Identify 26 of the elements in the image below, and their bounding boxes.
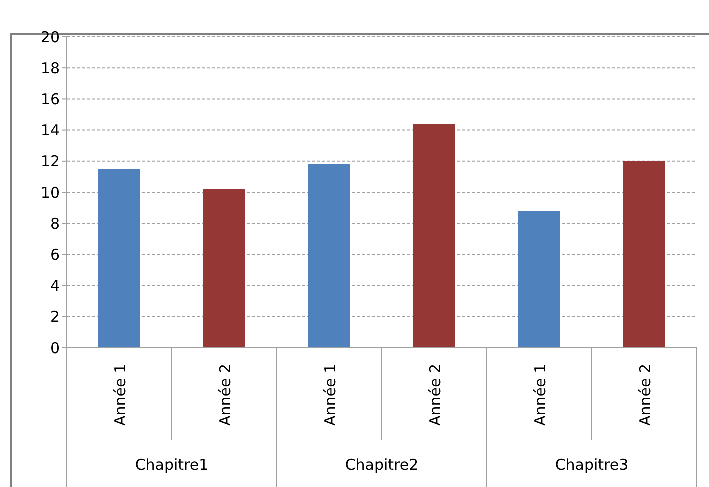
y-tick-label: 0 bbox=[50, 339, 60, 358]
x-tick-label: Année 2 bbox=[636, 364, 654, 426]
bar bbox=[624, 161, 666, 348]
y-tick-label: 2 bbox=[50, 308, 60, 326]
x-tick-label: Année 2 bbox=[426, 364, 444, 426]
y-tick-label: 10 bbox=[40, 184, 60, 202]
x-tick-label: Année 1 bbox=[112, 364, 130, 426]
y-tick-label: 4 bbox=[50, 277, 60, 296]
bar bbox=[518, 211, 560, 348]
y-tick-label: 14 bbox=[40, 122, 60, 140]
y-tick-label: 12 bbox=[40, 152, 60, 171]
y-tick-label: 8 bbox=[50, 214, 60, 233]
text: Chapitre1 bbox=[135, 456, 209, 474]
text: Chapitre2 bbox=[345, 456, 419, 474]
y-tick-label: 6 bbox=[50, 246, 60, 264]
y-tick-label: 16 bbox=[40, 90, 60, 109]
y-tick-label: 18 bbox=[40, 59, 60, 78]
bar bbox=[414, 124, 456, 348]
bar bbox=[308, 164, 350, 348]
x-tick-label: Année 2 bbox=[216, 364, 234, 426]
x-tick-label: Année 1 bbox=[532, 364, 550, 426]
y-tick-label: 20 bbox=[40, 28, 60, 46]
bar bbox=[204, 189, 246, 348]
text: Chapitre3 bbox=[555, 456, 629, 474]
bar bbox=[98, 169, 140, 348]
x-tick-label: Année 1 bbox=[322, 364, 340, 426]
